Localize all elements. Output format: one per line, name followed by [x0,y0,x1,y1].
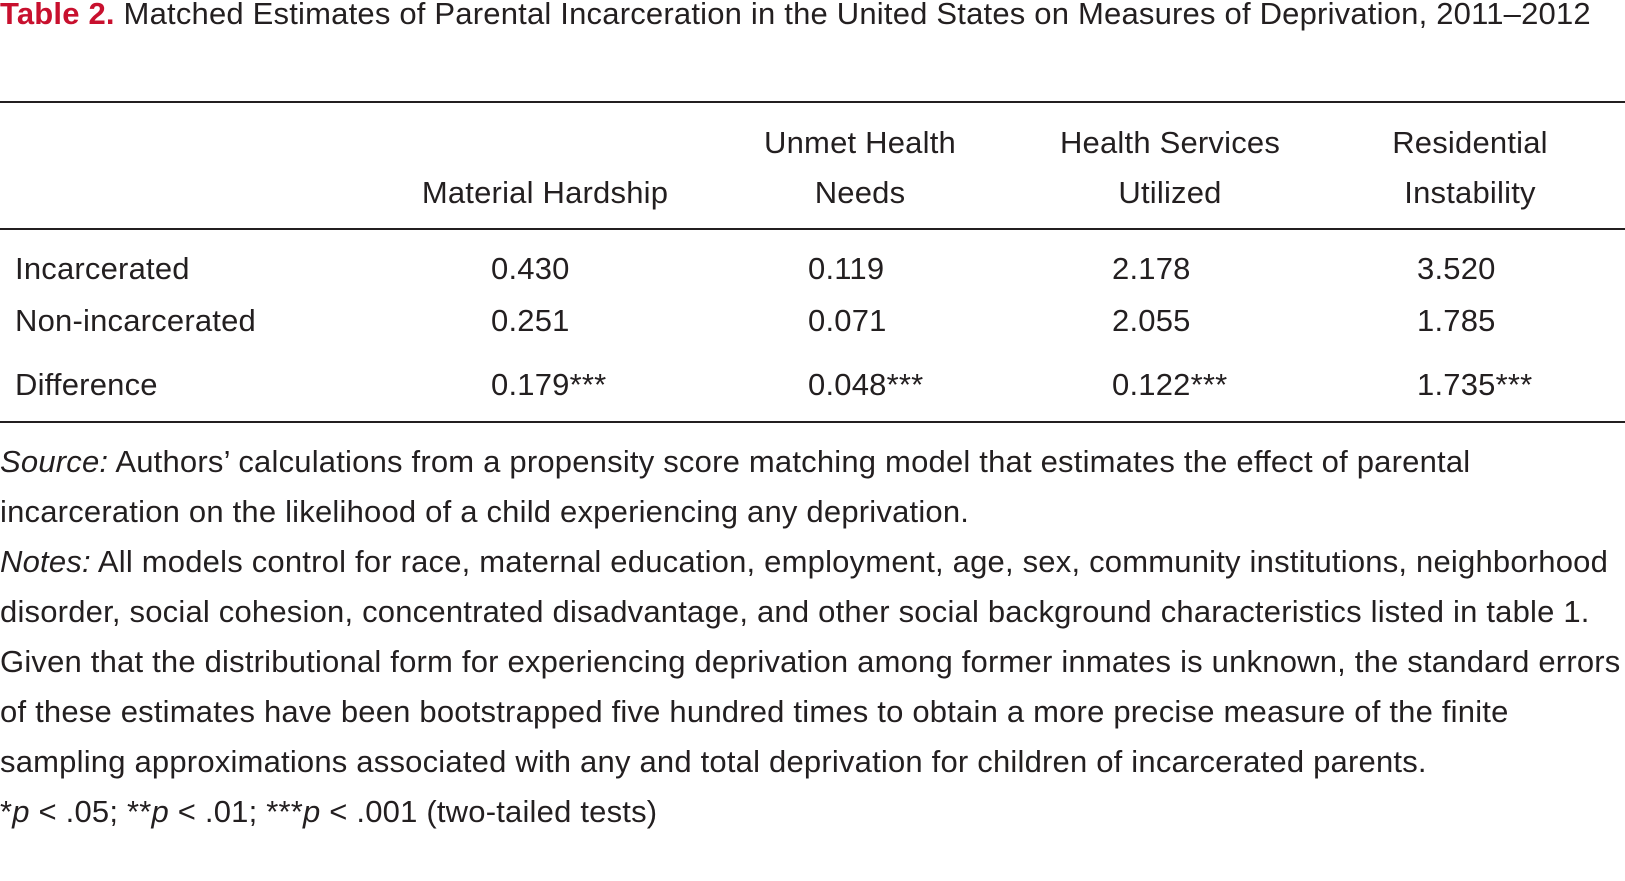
cell-material-hardship: 0.251 [491,303,570,338]
sig-p: p [151,794,169,829]
cell-health-services-utilized: 0.122*** [1112,367,1228,402]
source-text: Authors’ calculations from a propensity … [0,444,1471,529]
sig-text: < .01; *** [168,794,303,829]
sig-p: p [12,794,30,829]
table-label: Table 2. [0,0,115,31]
row-label: Incarcerated [15,251,190,286]
notes-paragraph: Notes: All models control for race, mate… [0,537,1625,787]
table-notes: Source: Authors’ calculations from a pro… [0,437,1625,837]
column-header-line: Utilized [1118,175,1222,210]
table-title: Matched Estimates of Parental Incarcerat… [114,0,1591,31]
sig-p: p [303,794,321,829]
sig-text: < .001 (two-tailed tests) [320,794,658,829]
table-caption: Table 2. Matched Estimates of Parental I… [0,0,1620,38]
column-header-material-hardship: Material Hardship [385,168,705,218]
cell-health-services-utilized: 2.178 [1112,251,1191,286]
notes-label: Notes: [0,544,91,579]
column-header-line: Instability [1404,175,1536,210]
column-header-line: Unmet Health [764,125,956,160]
bottom-rule [0,421,1625,423]
table-row-difference: Difference 0.179*** 0.048*** 0.122*** 1.… [0,360,1625,410]
column-header-line: Residential [1392,125,1548,160]
row-label: Non-incarcerated [15,303,256,338]
cell-residential-instability: 1.735*** [1417,367,1533,402]
column-header-line: Material Hardship [421,175,669,210]
cell-unmet-health-needs: 0.048*** [808,367,924,402]
cell-material-hardship: 0.430 [491,251,570,286]
source-label: Source: [0,444,109,479]
top-rule [0,101,1625,103]
column-header-unmet-health-needs: Unmet Health Needs [700,118,1020,218]
sig-text: < .05; ** [29,794,152,829]
significance-note: *p < .05; **p < .01; ***p < .001 (two-ta… [0,787,1625,837]
cell-material-hardship: 0.179*** [491,367,607,402]
cell-health-services-utilized: 2.055 [1112,303,1191,338]
table-row-incarcerated: Incarcerated 0.430 0.119 2.178 3.520 [0,244,1625,294]
notes-text: All models control for race, maternal ed… [0,544,1621,779]
column-header-line: Needs [814,175,906,210]
cell-residential-instability: 3.520 [1417,251,1496,286]
source-note: Source: Authors’ calculations from a pro… [0,437,1625,537]
cell-residential-instability: 1.785 [1417,303,1496,338]
column-header-health-services-utilized: Health Services Utilized [1000,118,1340,218]
cell-unmet-health-needs: 0.071 [808,303,887,338]
column-header-residential-instability: Residential Instability [1320,118,1620,218]
header-rule [0,228,1625,230]
sig-star: * [0,794,13,829]
cell-unmet-health-needs: 0.119 [808,251,885,286]
column-header-line: Health Services [1059,125,1281,160]
row-label: Difference [15,367,158,402]
table-row-non-incarcerated: Non-incarcerated 0.251 0.071 2.055 1.785 [0,296,1625,346]
